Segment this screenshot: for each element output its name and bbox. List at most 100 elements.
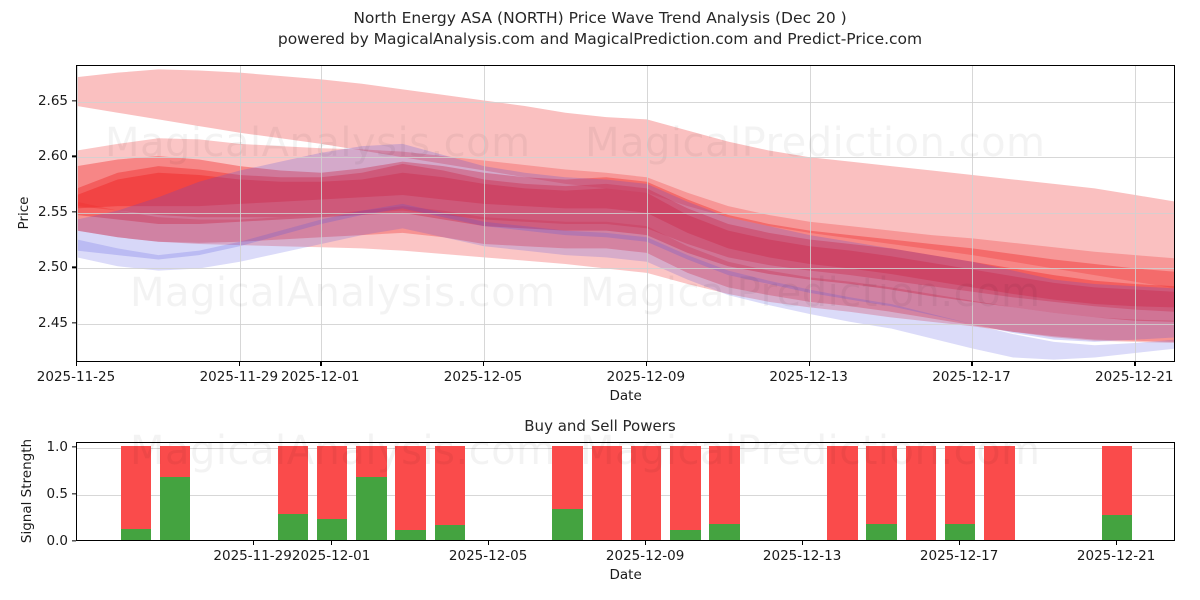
power-x-tick-label: 2025-12-17 <box>919 548 999 564</box>
chart-title-line1: North Energy ASA (NORTH) Price Wave Tren… <box>353 9 847 27</box>
power-bar[interactable] <box>944 445 976 540</box>
price-gridline-v <box>239 66 241 361</box>
power-bar[interactable] <box>827 445 858 540</box>
power-bar[interactable] <box>159 445 191 540</box>
price-y-tick-mark <box>72 99 76 102</box>
sell-power-segment <box>630 445 662 540</box>
power-x-tick-mark <box>1116 541 1118 545</box>
power-bar[interactable] <box>984 445 1015 540</box>
price-y-tick-mark <box>72 322 76 324</box>
power-x-tick-label: 2025-12-09 <box>605 548 685 564</box>
power-x-axis-title: Date <box>609 567 642 583</box>
price-gridline-v <box>809 66 811 361</box>
price-y-tick-mark <box>72 211 76 213</box>
power-x-tick-label: 2025-12-13 <box>762 548 842 564</box>
price-x-tick-mark <box>483 362 485 366</box>
power-bar[interactable] <box>709 445 740 540</box>
sell-power-segment <box>316 445 348 520</box>
price-y-tick-mark <box>72 266 76 269</box>
sell-power-segment <box>1101 445 1133 515</box>
sell-power-segment <box>984 445 1015 540</box>
price-wave-panel: 2.45 2.50 2.55 2.60 2.65 2025-11-25 2025-11-2… <box>16 65 1175 404</box>
buy-power-segment <box>120 528 152 540</box>
price-gridline-h <box>77 324 1174 326</box>
price-y-tick-label: 2.50 <box>37 259 68 276</box>
wave-band-blue-forecast-band-upper <box>77 143 1174 342</box>
power-x-tick-label: 2025-12-21 <box>1076 548 1156 564</box>
power-x-tick-label: 2025-12-05 <box>448 548 528 564</box>
wave-band-outer-red-upper-band <box>77 69 1174 289</box>
price-x-axis-title: Date <box>609 388 642 404</box>
power-bar[interactable] <box>1101 445 1133 540</box>
price-x-tick-mark <box>971 362 973 366</box>
buy-power-segment <box>709 523 740 540</box>
buy-sell-powers-title: Buy and Sell Powers <box>524 417 676 435</box>
power-bar[interactable] <box>356 445 387 540</box>
sell-power-segment <box>356 445 387 477</box>
power-y-tick-mark <box>72 493 76 495</box>
buy-power-segment <box>395 529 426 540</box>
power-bar[interactable] <box>316 445 348 540</box>
power-bar[interactable] <box>670 445 701 540</box>
price-x-tick-label: 2025-12-09 <box>606 369 686 385</box>
price-x-tick-label: 2025-12-05 <box>443 369 523 385</box>
price-gridline-h <box>77 268 1174 270</box>
power-bar[interactable] <box>277 445 309 540</box>
power-bar[interactable] <box>395 445 426 540</box>
price-x-tick-label: 2025-12-01 <box>280 369 360 385</box>
buy-power-segment <box>552 508 583 540</box>
price-gridline-h <box>77 212 1174 214</box>
power-x-tick-mark <box>959 541 961 545</box>
price-gridline-h <box>77 101 1174 103</box>
power-bar[interactable] <box>591 445 623 540</box>
price-x-tick-label: 2025-12-21 <box>1095 369 1174 385</box>
power-bar[interactable] <box>905 445 937 540</box>
price-x-tick-mark <box>1134 362 1136 366</box>
price-x-tick-mark <box>808 362 810 366</box>
power-y-tick-mark <box>72 540 76 542</box>
price-y-tick-label: 2.55 <box>37 203 68 220</box>
sell-power-segment <box>552 445 583 509</box>
price-gridline-v <box>972 66 974 361</box>
power-gridline-h <box>77 494 1174 496</box>
power-bar[interactable] <box>434 445 466 540</box>
power-x-tick-mark <box>252 541 254 545</box>
power-y-tick-label: 0.0 <box>46 533 68 549</box>
buy-power-segment <box>277 513 309 540</box>
buy-power-segment <box>866 523 897 540</box>
price-x-tick-mark <box>238 362 241 366</box>
power-x-tick-mark <box>645 541 647 545</box>
price-wave-bands <box>77 69 1174 360</box>
sell-power-segment <box>159 445 191 477</box>
sell-power-segment <box>277 445 309 514</box>
wave-band-lower-red-tail-band <box>77 201 1174 342</box>
power-x-tick-mark <box>802 541 804 545</box>
power-x-tick-label: 2025-11-29 <box>213 548 292 564</box>
sell-power-segment <box>120 445 152 529</box>
power-bar[interactable] <box>552 445 583 540</box>
sell-power-segment <box>395 445 426 530</box>
buy-power-segment <box>159 476 191 540</box>
price-gridline-v <box>484 66 486 361</box>
price-x-tick-label: 2025-12-17 <box>932 369 1011 385</box>
wave-band-mid-red-band-b <box>77 163 1174 322</box>
price-x-tick-label: 2025-11-29 <box>199 369 279 385</box>
wave-band-blue-forecast-band-lower <box>77 203 1174 360</box>
power-bar[interactable] <box>120 445 152 540</box>
power-gridline-h <box>77 447 1174 449</box>
sell-power-segment <box>591 445 623 540</box>
buy-power-segment <box>1101 514 1133 540</box>
price-x-tick-label: 2025-12-13 <box>769 369 848 385</box>
price-y-tick-label: 2.45 <box>37 315 68 332</box>
power-bar[interactable] <box>630 445 662 540</box>
sell-power-segment <box>905 445 937 540</box>
buy-power-segment <box>316 519 348 540</box>
power-plot-area <box>76 442 1175 541</box>
sell-power-segment <box>827 445 858 540</box>
price-gridline-h <box>77 157 1174 159</box>
power-y-tick-label: 0.5 <box>46 485 68 502</box>
price-gridline-v <box>646 66 648 361</box>
power-bar[interactable] <box>866 445 897 540</box>
